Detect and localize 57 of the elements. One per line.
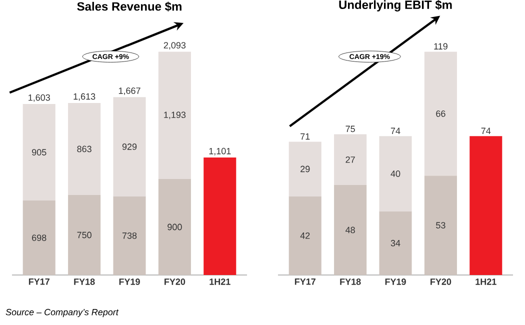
x-tick-label: FY20 bbox=[164, 278, 186, 285]
data-label: 40 bbox=[390, 170, 400, 177]
total-label: 1,667 bbox=[118, 88, 140, 95]
total-label: 1,603 bbox=[28, 94, 50, 102]
x-tick-label: FY18 bbox=[340, 278, 361, 285]
data-label: 1,193 bbox=[164, 112, 186, 120]
bar bbox=[68, 195, 101, 275]
total-label: 119 bbox=[434, 43, 448, 50]
source-note: Source – Company’s Report bbox=[6, 308, 119, 318]
total-label: 1,101 bbox=[209, 148, 231, 156]
data-label: 66 bbox=[436, 110, 446, 117]
bar bbox=[288, 196, 322, 275]
data-label: 863 bbox=[77, 146, 92, 152]
data-label: 738 bbox=[122, 232, 137, 239]
bar bbox=[158, 179, 191, 275]
x-tick-label: FY19 bbox=[119, 278, 140, 285]
x-tick-label: 1H21 bbox=[476, 278, 496, 285]
bar bbox=[424, 176, 457, 275]
bar bbox=[113, 97, 146, 196]
bar bbox=[22, 200, 56, 275]
data-label: 34 bbox=[390, 240, 400, 246]
bar bbox=[158, 52, 191, 179]
data-label: 27 bbox=[346, 156, 355, 163]
bar bbox=[470, 136, 502, 275]
data-label: 42 bbox=[300, 232, 310, 239]
data-label: 48 bbox=[346, 226, 355, 234]
bar bbox=[22, 104, 56, 201]
x-tick-label: FY17 bbox=[28, 278, 50, 285]
data-label: 900 bbox=[168, 224, 182, 230]
total-label: 74 bbox=[390, 128, 400, 134]
data-label: 750 bbox=[77, 232, 92, 238]
total-label: 2,093 bbox=[164, 42, 186, 50]
data-label: 53 bbox=[436, 222, 446, 228]
x-tick-label: FY18 bbox=[74, 278, 95, 285]
x-tick-label: FY20 bbox=[430, 278, 452, 285]
data-label: 929 bbox=[122, 144, 137, 150]
x-tick-label: FY17 bbox=[294, 278, 316, 285]
bar bbox=[424, 52, 457, 176]
bar bbox=[334, 184, 367, 275]
data-label: 29 bbox=[300, 166, 310, 172]
total-label: 75 bbox=[346, 126, 355, 132]
x-tick-label: FY19 bbox=[385, 278, 406, 285]
data-label: 698 bbox=[32, 234, 46, 241]
total-label: 71 bbox=[300, 133, 310, 140]
bar bbox=[68, 102, 101, 195]
bar bbox=[334, 134, 367, 185]
x-tick-label: 1H21 bbox=[210, 278, 230, 285]
bar bbox=[204, 158, 236, 275]
data-label: 905 bbox=[32, 149, 46, 156]
bar bbox=[288, 142, 322, 196]
chart-title: Underlying EBIT $m bbox=[339, 0, 452, 12]
total-label: 74 bbox=[481, 128, 491, 134]
bar bbox=[379, 211, 412, 275]
total-label: 1,613 bbox=[74, 93, 96, 101]
bar bbox=[113, 196, 146, 275]
chart-title: Sales Revenue $m bbox=[77, 2, 182, 12]
bar bbox=[379, 136, 412, 212]
